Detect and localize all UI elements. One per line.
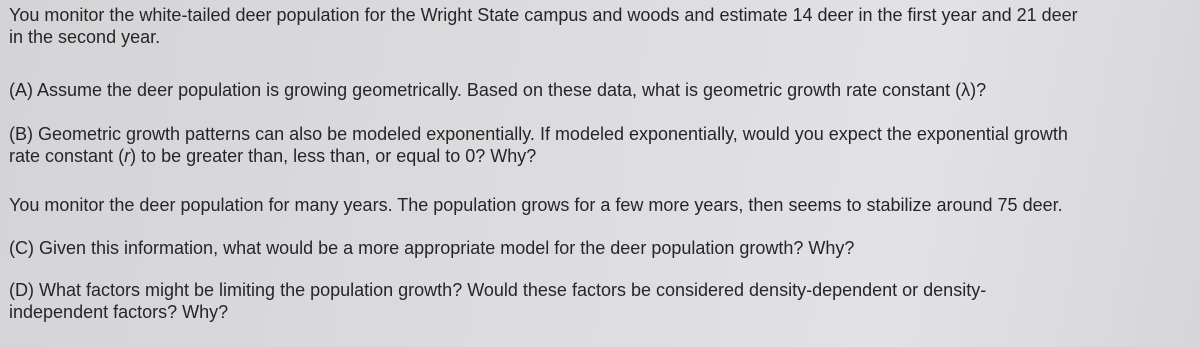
text-segment: (A) Assume the deer population is growin… — [9, 80, 987, 100]
text-segment: r — [124, 146, 131, 166]
text-segment: (D) What factors might be limiting the p… — [9, 280, 987, 300]
paragraph: (B) Geometric growth patterns can also b… — [9, 123, 1197, 167]
paragraph: (C) Given this information, what would b… — [9, 237, 1197, 259]
text-segment: You monitor the white-tailed deer popula… — [9, 5, 1078, 25]
text-segment: independent factors? Why? — [9, 302, 229, 322]
text-line: rate constant (r) to be greater than, le… — [9, 145, 1197, 167]
text-line: (C) Given this information, what would b… — [9, 237, 1197, 259]
paragraph: (D) What factors might be limiting the p… — [9, 279, 1197, 323]
text-line: (B) Geometric growth patterns can also b… — [9, 123, 1197, 145]
text-line: in the second year. — [9, 26, 1197, 48]
text-line: You monitor the white-tailed deer popula… — [9, 4, 1197, 26]
text-segment: (B) Geometric growth patterns can also b… — [9, 124, 1068, 144]
text-line: (A) Assume the deer population is growin… — [9, 79, 1197, 101]
text-segment: in the second year. — [9, 27, 161, 47]
text-segment: (C) Given this information, what would b… — [9, 238, 855, 258]
text-segment: You monitor the deer population for many… — [9, 195, 1063, 215]
text-segment: rate constant ( — [9, 146, 125, 166]
paragraph: You monitor the white-tailed deer popula… — [9, 4, 1197, 48]
paragraph: You monitor the deer population for many… — [9, 194, 1197, 216]
text-segment: ) to be greater than, less than, or equa… — [130, 146, 537, 166]
paragraph: (A) Assume the deer population is growin… — [9, 79, 1197, 101]
text-line: independent factors? Why? — [9, 301, 1197, 323]
text-line: You monitor the deer population for many… — [9, 194, 1197, 216]
text-line: (D) What factors might be limiting the p… — [9, 279, 1197, 301]
